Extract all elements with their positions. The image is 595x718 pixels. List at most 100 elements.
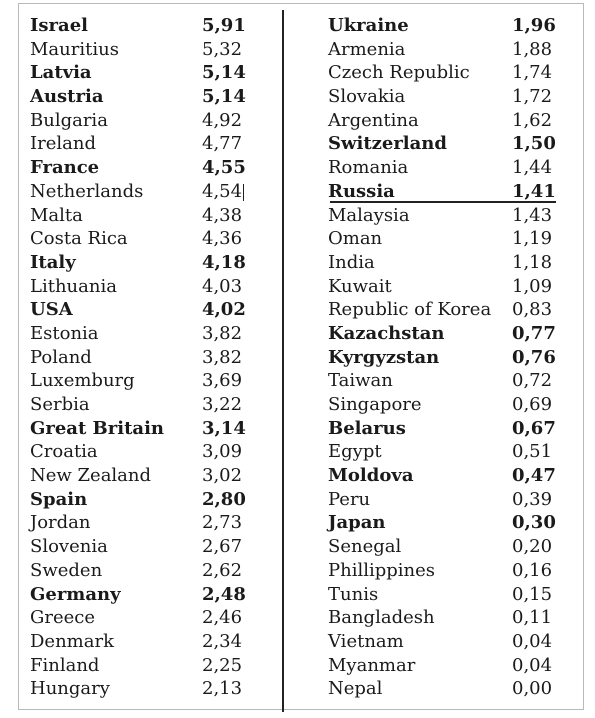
country-value: 0,20 [512,536,553,558]
country-value: 2,80 [202,488,246,510]
table-row: Luxemburg 3,69 [30,369,260,393]
table-row: Israel 5,91 [30,14,260,38]
country-name: Sweden [30,559,103,581]
country-name: Romania [328,157,409,179]
table-row: Croatia 3,09 [30,440,260,464]
table-row: Finland 2,25 [30,654,260,678]
country-value: 3,82 [202,322,243,344]
country-name: Kyrgyzstan [328,346,440,368]
country-name: Slovenia [30,536,108,558]
table-row: Germany 2,48 [30,583,260,607]
table-row: Austria 5,14 [30,85,260,109]
country-name: Russia [328,180,395,202]
table-row: Sweden 2,62 [30,559,260,583]
underline-mark [330,201,556,203]
country-value: 0,30 [512,512,556,534]
table-row: Romania 1,44 [328,156,568,180]
country-name: Lithuania [30,275,117,297]
country-value: 4,18 [202,251,246,273]
country-value: 0,04 [512,630,553,652]
table-row: Kyrgyzstan 0,76 [328,346,568,370]
country-name: Republic of Korea [328,299,492,321]
country-name: Slovakia [328,86,406,108]
country-name: France [30,157,100,179]
country-name: Spain [30,488,88,510]
country-name: Czech Republic [328,62,470,84]
country-value: 0,77 [512,322,556,344]
table-row: Italy 4,18 [30,251,260,275]
table-row: New Zealand 3,02 [30,464,260,488]
country-name: Italy [30,251,76,273]
table-row: Russia 1,41 [328,180,568,204]
table-row: Hungary 2,13 [30,677,260,701]
country-name: Malta [30,204,83,226]
table-row: Oman 1,19 [328,227,568,251]
country-name: India [328,251,375,273]
country-value: 0,67 [512,417,556,439]
country-value: 4,03 [202,275,243,297]
table-row: Serbia 3,22 [30,393,260,417]
country-value: 1,72 [512,86,553,108]
table-row: Phillippines 0,16 [328,559,568,583]
table-row: Switzerland 1,50 [328,132,568,156]
country-name: Ukraine [328,15,409,36]
table-row: Mauritius 5,32 [30,38,260,62]
country-value: 0,00 [512,678,553,700]
country-value: 2,25 [202,654,243,676]
country-value: 4,54 [202,180,243,202]
country-name: Oman [328,228,383,250]
country-name: Germany [30,583,121,605]
country-name: Poland [30,346,92,368]
country-value: 2,46 [202,607,243,629]
country-name: Taiwan [328,370,393,392]
country-name: Switzerland [328,133,447,155]
country-name: Malaysia [328,204,410,226]
table-row: Malta 4,38 [30,204,260,228]
table-row: Peru 0,39 [328,488,568,512]
country-value: 4,92 [202,109,243,131]
country-value: 1,41 [512,180,556,202]
country-name: Netherlands [30,180,144,202]
country-name: Latvia [30,62,92,84]
table-row: Kuwait 1,09 [328,275,568,299]
country-name: New Zealand [30,465,152,487]
country-value: 1,44 [512,157,553,179]
country-name: Great Britain [30,417,164,439]
country-value: 0,16 [512,559,553,581]
country-value: 0,69 [512,394,553,415]
country-name: Myanmar [328,654,416,676]
country-value: 3,02 [202,465,243,487]
country-name: Austria [30,86,104,108]
country-name: Ireland [30,133,96,155]
country-name: Nepal [328,678,383,700]
table-row: Tunis 0,15 [328,583,568,607]
country-name: Vietnam [328,630,404,652]
table-row: Estonia 3,82 [30,322,260,346]
country-value: 1,62 [512,109,553,131]
country-value: 3,82 [202,346,243,368]
table-row: Slovenia 2,67 [30,535,260,559]
country-value: 0,72 [512,370,553,392]
table-row: Spain 2,80 [30,488,260,512]
country-value: 0,51 [512,441,553,463]
country-name: Israel [30,15,88,36]
table-row: Myanmar 0,04 [328,654,568,678]
table-row: Armenia 1,88 [328,38,568,62]
country-name: Luxemburg [30,370,135,392]
country-value: 1,88 [512,38,553,60]
country-value: 4,36 [202,228,243,250]
country-name: Japan [328,512,386,534]
table-row: Ireland 4,77 [30,132,260,156]
country-name: Croatia [30,441,98,463]
country-value: 4,77 [202,133,243,155]
country-value: 1,43 [512,204,553,226]
country-name: Egypt [328,441,382,463]
table-row: Lithuania 4,03 [30,275,260,299]
country-value: 0,39 [512,488,553,510]
country-name: Hungary [30,678,110,700]
left-column: Israel 5,91 Mauritius 5,32 Latvia 5,14 Austria… [30,14,260,701]
table-row: Denmark 2,34 [30,630,260,654]
country-value: 2,73 [202,512,243,534]
text-cursor [243,183,244,201]
table-row: Slovakia 1,72 [328,85,568,109]
